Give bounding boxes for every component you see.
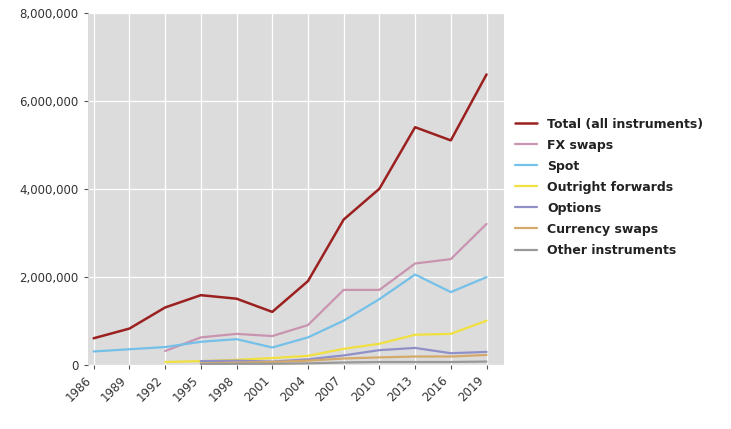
FX swaps	[268, 333, 276, 338]
Total (all instruments)	[89, 335, 98, 341]
FX swaps	[197, 335, 205, 340]
Options	[232, 358, 241, 363]
Options	[411, 345, 420, 350]
Spot	[125, 347, 134, 352]
Spot	[232, 337, 241, 342]
Total (all instruments)	[303, 278, 312, 284]
Other instruments	[303, 361, 312, 366]
Line: Spot: Spot	[94, 275, 487, 351]
Outright forwards	[375, 341, 384, 346]
Outright forwards	[482, 318, 491, 323]
Line: Outright forwards: Outright forwards	[165, 321, 487, 362]
Spot	[161, 344, 170, 350]
Spot	[339, 318, 348, 323]
Currency swaps	[411, 354, 420, 359]
FX swaps	[447, 257, 455, 262]
Other instruments	[197, 361, 205, 366]
Currency swaps	[375, 355, 384, 360]
Spot	[447, 290, 455, 295]
Currency swaps	[303, 358, 312, 363]
Currency swaps	[482, 352, 491, 357]
FX swaps	[482, 221, 491, 227]
Spot	[89, 349, 98, 354]
Other instruments	[411, 360, 420, 365]
Options	[482, 349, 491, 354]
Currency swaps	[268, 360, 276, 365]
Total (all instruments)	[232, 296, 241, 301]
Spot	[268, 345, 276, 350]
Total (all instruments)	[197, 293, 205, 298]
Options	[375, 347, 384, 353]
Options	[339, 353, 348, 358]
Total (all instruments)	[482, 72, 491, 77]
Spot	[482, 275, 491, 280]
FX swaps	[303, 323, 312, 328]
Spot	[303, 335, 312, 340]
Spot	[411, 272, 420, 277]
Other instruments	[447, 360, 455, 365]
Outright forwards	[232, 357, 241, 363]
Total (all instruments)	[161, 305, 170, 310]
Total (all instruments)	[375, 186, 384, 191]
Total (all instruments)	[447, 138, 455, 143]
Options	[447, 350, 455, 356]
Outright forwards	[339, 346, 348, 351]
Legend: Total (all instruments), FX swaps, Spot, Outright forwards, Options, Currency sw: Total (all instruments), FX swaps, Spot,…	[515, 118, 703, 257]
Outright forwards	[411, 332, 420, 337]
FX swaps	[375, 287, 384, 293]
Currency swaps	[339, 356, 348, 361]
FX swaps	[161, 348, 170, 353]
Total (all instruments)	[125, 326, 134, 331]
Options	[197, 359, 205, 364]
Line: FX swaps: FX swaps	[165, 224, 487, 351]
Line: Currency swaps: Currency swaps	[201, 355, 487, 363]
Total (all instruments)	[339, 217, 348, 222]
Outright forwards	[197, 359, 205, 364]
Currency swaps	[447, 354, 455, 359]
FX swaps	[232, 331, 241, 336]
Line: Options: Options	[201, 348, 487, 362]
Total (all instruments)	[411, 125, 420, 130]
Other instruments	[339, 360, 348, 365]
Other instruments	[232, 361, 241, 366]
Outright forwards	[303, 353, 312, 359]
Options	[268, 359, 276, 364]
FX swaps	[339, 287, 348, 293]
Options	[303, 357, 312, 362]
Currency swaps	[197, 361, 205, 366]
Other instruments	[482, 359, 491, 364]
Line: Other instruments: Other instruments	[201, 362, 487, 364]
Total (all instruments)	[268, 309, 276, 314]
Outright forwards	[447, 331, 455, 336]
Line: Total (all instruments): Total (all instruments)	[94, 75, 487, 338]
Outright forwards	[268, 356, 276, 361]
Other instruments	[375, 360, 384, 365]
Outright forwards	[161, 360, 170, 365]
Other instruments	[268, 361, 276, 366]
FX swaps	[411, 261, 420, 266]
Spot	[375, 296, 384, 302]
Currency swaps	[232, 360, 241, 365]
Spot	[197, 339, 205, 344]
